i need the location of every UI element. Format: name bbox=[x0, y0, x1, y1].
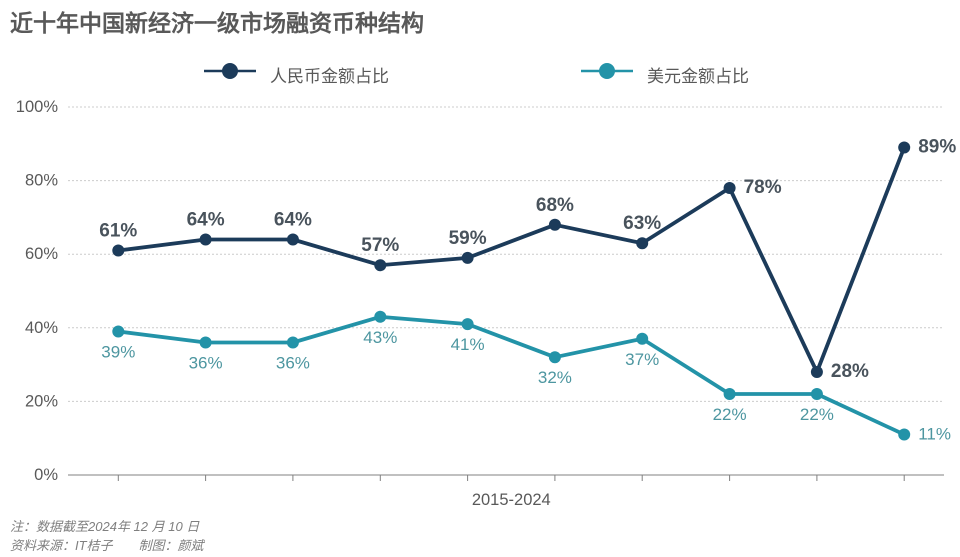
svg-text:22%: 22% bbox=[800, 405, 834, 424]
svg-text:41%: 41% bbox=[451, 335, 485, 354]
svg-text:63%: 63% bbox=[623, 213, 661, 234]
svg-text:57%: 57% bbox=[361, 235, 399, 256]
svg-text:40%: 40% bbox=[25, 319, 58, 337]
svg-text:43%: 43% bbox=[363, 328, 397, 347]
svg-text:78%: 78% bbox=[744, 177, 782, 198]
svg-text:80%: 80% bbox=[25, 172, 58, 190]
svg-text:2015-2024: 2015-2024 bbox=[472, 491, 551, 509]
svg-text:60%: 60% bbox=[25, 245, 58, 263]
svg-text:22%: 22% bbox=[713, 405, 747, 424]
svg-text:100%: 100% bbox=[16, 98, 59, 116]
svg-text:11%: 11% bbox=[918, 425, 951, 444]
svg-text:64%: 64% bbox=[187, 210, 225, 231]
svg-text:89%: 89% bbox=[918, 137, 956, 158]
svg-text:36%: 36% bbox=[189, 354, 223, 373]
svg-text:28%: 28% bbox=[831, 361, 869, 382]
svg-text:59%: 59% bbox=[449, 228, 487, 249]
svg-text:68%: 68% bbox=[536, 195, 574, 216]
svg-text:64%: 64% bbox=[274, 210, 312, 231]
svg-text:39%: 39% bbox=[101, 343, 135, 362]
svg-text:20%: 20% bbox=[25, 392, 58, 410]
svg-text:61%: 61% bbox=[99, 221, 137, 242]
svg-text:37%: 37% bbox=[625, 350, 659, 369]
svg-text:0%: 0% bbox=[34, 466, 58, 484]
svg-text:32%: 32% bbox=[538, 368, 572, 387]
svg-text:36%: 36% bbox=[276, 354, 310, 373]
